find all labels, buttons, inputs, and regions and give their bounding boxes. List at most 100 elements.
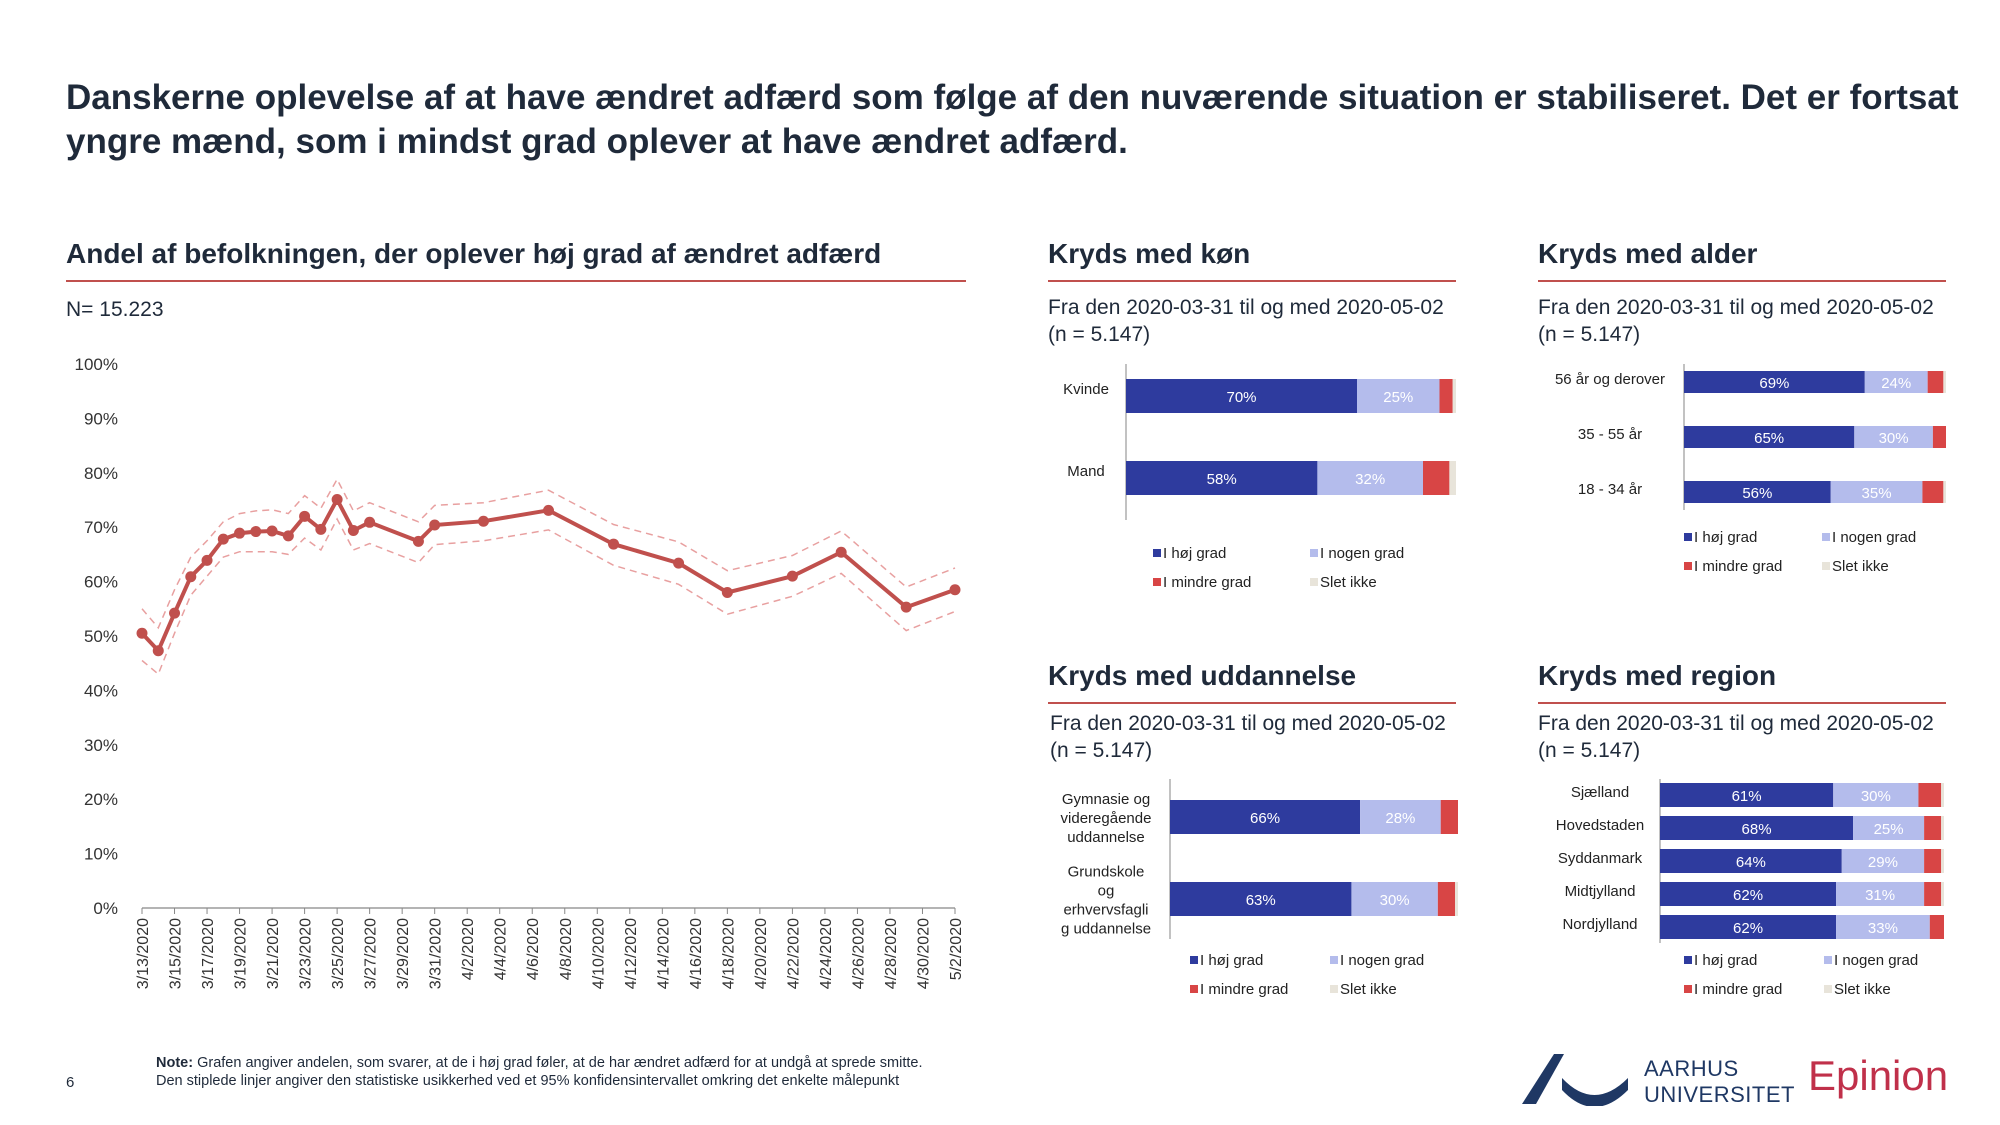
panel-alder-title: Kryds med alder <box>1538 238 1758 269</box>
bar-segment <box>1924 816 1942 840</box>
legend-swatch <box>1190 985 1198 993</box>
data-point <box>185 571 197 583</box>
data-label: 33% <box>1868 920 1898 937</box>
data-label: 62% <box>1733 887 1763 904</box>
upper-confidence-line <box>141 477 956 630</box>
panel-alder-n: (n = 5.147) <box>1538 323 1641 346</box>
panel-alder-rule <box>1538 280 1946 282</box>
legend-label: Slet ikke <box>1320 574 1377 591</box>
legend-label: I nogen grad <box>1832 529 1916 546</box>
legend-swatch <box>1684 956 1692 964</box>
bar-segment <box>1841 849 1925 873</box>
x-tick-label: 4/22/2020 <box>785 918 802 989</box>
page-number: 6 <box>66 1074 75 1091</box>
bar-segment <box>1864 371 1928 393</box>
panel-udd-n: (n = 5.147) <box>1050 739 1153 762</box>
data-label: 62% <box>1733 920 1763 937</box>
category-label: Kvinde <box>1063 381 1109 398</box>
category-label: 18 - 34 år <box>1578 481 1642 498</box>
data-label: 25% <box>1874 821 1904 838</box>
category-label: Grundskole <box>1068 864 1145 881</box>
footnote-label: Note: <box>156 1055 194 1071</box>
line-chart-title-rule <box>66 280 966 282</box>
category-label: g uddannelse <box>1061 921 1151 938</box>
data-point <box>429 519 441 531</box>
category-label: 35 - 55 år <box>1578 426 1642 443</box>
bar-segment <box>1943 481 1946 503</box>
bar-segment <box>1126 461 1318 495</box>
category-label: Mand <box>1067 463 1105 480</box>
x-tick-label: 4/20/2020 <box>753 918 770 989</box>
x-tick-label: 3/31/2020 <box>428 918 445 989</box>
bar-segment <box>1830 481 1923 503</box>
bar-segment <box>1660 816 1854 840</box>
data-point <box>234 527 246 539</box>
x-tick-label: 4/10/2020 <box>590 918 607 989</box>
x-tick-label: 4/4/2020 <box>493 918 510 980</box>
legend-swatch <box>1190 956 1198 964</box>
data-point <box>900 601 912 613</box>
bar-segment <box>1317 461 1423 495</box>
bar-segment <box>1660 849 1842 873</box>
bar-segment <box>1833 783 1919 807</box>
legend-label: I høj grad <box>1163 545 1226 562</box>
legend-label: I nogen grad <box>1340 952 1424 969</box>
data-point <box>608 538 620 550</box>
legend-swatch <box>1330 985 1338 993</box>
bar-segment <box>1440 800 1458 834</box>
panel-udd-title: Kryds med uddannelse <box>1048 660 1357 691</box>
region-bar-chart: Sjælland 61% 30% Hovedstaden 68% 25% Syddanmar… <box>1556 779 1944 998</box>
category-label: Sjælland <box>1571 784 1629 801</box>
bar-segment <box>1836 915 1930 939</box>
data-label: 70% <box>1226 389 1256 406</box>
data-point <box>835 546 847 558</box>
legend-label: I mindre grad <box>1200 981 1288 998</box>
bar-segment <box>1941 816 1944 840</box>
bar-segment <box>1360 800 1441 834</box>
panel-udd-rule <box>1048 702 1456 704</box>
bar-segment <box>1170 882 1352 916</box>
panel-region-period: Fra den 2020-03-31 til og med 2020-05-02 <box>1538 712 1934 735</box>
data-label: 56% <box>1742 485 1772 502</box>
data-point <box>543 504 554 516</box>
y-tick-label: 0% <box>93 899 118 918</box>
panel-udd-period: Fra den 2020-03-31 til og med 2020-05-02 <box>1050 712 1446 735</box>
legend-swatch <box>1684 533 1692 541</box>
legend-swatch <box>1330 956 1338 964</box>
category-label: Nordjylland <box>1562 916 1637 933</box>
category-label: uddannelse <box>1067 829 1145 846</box>
x-tick-label: 3/25/2020 <box>330 918 347 989</box>
bar-segment <box>1853 816 1925 840</box>
y-tick-label: 60% <box>84 573 118 592</box>
data-point <box>201 554 213 566</box>
y-tick-label: 30% <box>84 736 118 755</box>
footnote-text: Grafen angiver andelen, som svarer, at d… <box>193 1055 923 1071</box>
category-label: 56 år og derover <box>1555 371 1665 388</box>
panel-region-subtitle: Fra den 2020-03-31 til og med 2020-05-02… <box>1538 710 1934 764</box>
data-point <box>347 524 359 536</box>
bar-segment <box>1929 915 1944 939</box>
footnote: Note: Grafen angiver andelen, som svarer… <box>156 1054 1156 1090</box>
bar-segment <box>1452 379 1456 413</box>
legend-label: Slet ikke <box>1340 981 1397 998</box>
data-point <box>331 493 343 505</box>
data-point <box>152 645 164 657</box>
data-label: 30% <box>1380 892 1410 909</box>
legend-label: Slet ikke <box>1834 981 1891 998</box>
x-tick-label: 3/27/2020 <box>363 918 380 989</box>
data-label: 64% <box>1736 854 1766 871</box>
category-label: og <box>1098 883 1115 900</box>
data-label: 68% <box>1742 821 1772 838</box>
data-label: 63% <box>1246 892 1276 909</box>
bar-segment <box>1924 882 1942 906</box>
y-tick-label: 40% <box>84 681 118 700</box>
y-tick-label: 100% <box>75 355 118 374</box>
y-tick-label: 80% <box>84 464 118 483</box>
category-label: erhvervsfagli <box>1063 902 1148 919</box>
panel-alder-period: Fra den 2020-03-31 til og med 2020-05-02 <box>1538 296 1934 319</box>
panel-alder-subtitle: Fra den 2020-03-31 til og med 2020-05-02… <box>1538 294 1934 348</box>
bar-segment <box>1170 800 1361 834</box>
data-label: 24% <box>1881 375 1911 392</box>
data-point <box>250 526 262 538</box>
x-tick-label: 3/21/2020 <box>265 918 282 989</box>
